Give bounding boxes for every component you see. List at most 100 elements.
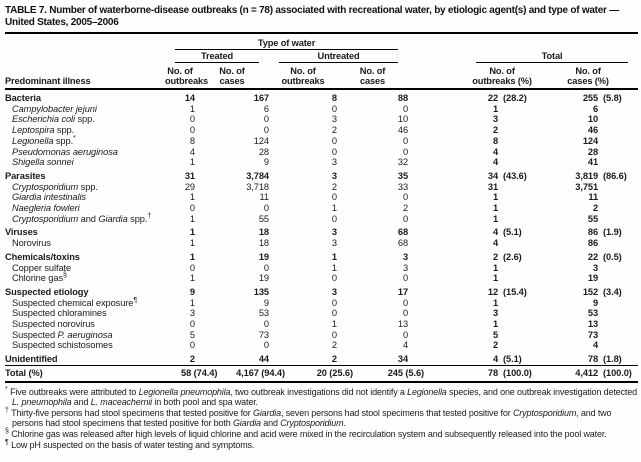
value-cell: 1 — [189, 297, 195, 308]
value-cell: 3 — [331, 170, 337, 181]
spacer-cell — [408, 147, 466, 158]
value-cell: 2 — [402, 203, 409, 214]
value-cell: 1 — [492, 262, 499, 273]
value-cell: 0 — [331, 103, 337, 114]
row-label: Pseudomonas aeruginosa — [12, 146, 118, 157]
document-page: TABLE 7. Number of waterborne-disease ou… — [5, 5, 639, 450]
value-cell: 73 — [258, 329, 269, 340]
table-row: Cryptosporidium and Giardia spp.† 1 55 0 0 1 5… — [5, 212, 638, 225]
value-cell: (100.0) — [598, 364, 639, 383]
footnote: * Five outbreaks were attributed to Legi… — [5, 385, 637, 408]
value-cell: 10 — [587, 114, 599, 125]
table-row: Suspected P. aeruginosa 5 73 0 0 5 73 — [5, 330, 638, 341]
group-header-type-of-water: Type of water — [165, 34, 408, 50]
table-row: Suspected norovirus 0 0 1 13 1 13 — [5, 319, 638, 330]
value-cell: 29 — [184, 181, 195, 192]
spacer-cell — [408, 340, 466, 351]
value-cell: 0 — [402, 329, 409, 340]
value-cell — [498, 273, 538, 284]
header-spacer — [408, 34, 638, 50]
value-cell: 86 — [587, 238, 599, 249]
value-cell: 2 — [331, 125, 337, 136]
value-cell: 1 — [189, 103, 195, 114]
table-row: Cryptosporidium spp. 29 3,718 2 33 31 3,751 — [5, 182, 638, 193]
spacer-cell — [408, 319, 466, 330]
footnote: ¶ Low pH suspected on the basis of water… — [5, 438, 255, 450]
value-cell: (100.0) — [498, 364, 539, 383]
spacer-cell — [408, 157, 466, 168]
row-label: Cryptosporidium and Giardia spp.† — [12, 212, 152, 224]
value-cell — [498, 203, 538, 214]
row-label: Suspected norovirus — [12, 319, 95, 330]
spacer-cell — [408, 238, 466, 249]
value-cell: 0 — [331, 146, 337, 157]
column-header-treated-cases: No. of cases — [195, 63, 269, 90]
value-cell: 8 — [331, 93, 337, 103]
spacer-cell — [408, 203, 466, 214]
value-cell: 41 — [587, 157, 599, 168]
footnote-marker: ¶ — [5, 438, 9, 446]
spacer-cell — [408, 182, 466, 193]
footnote: † Thirty-five persons had stool specimen… — [5, 406, 612, 429]
value-cell: 0 — [402, 103, 409, 114]
value-cell: 3 — [331, 286, 337, 297]
group-header-untreated: Untreated — [269, 50, 408, 63]
value-cell: 0 — [331, 192, 337, 203]
column-header-treated-outbreaks: No. of outbreaks — [165, 63, 208, 90]
row-label: Giardia intestinalis — [12, 192, 86, 203]
value-cell: 0 — [189, 340, 195, 351]
row-label: Viruses — [5, 227, 38, 238]
value-cell — [598, 298, 638, 309]
value-cell: 34 — [487, 170, 499, 181]
title-rule — [5, 32, 638, 34]
value-cell: (2.6) — [503, 251, 522, 262]
header-spacer — [408, 50, 466, 63]
spacer-cell — [408, 114, 466, 125]
table-row: Suspected schistosomes 0 0 2 4 2 4 — [5, 340, 638, 351]
value-cell — [598, 136, 638, 147]
value-cell — [598, 330, 638, 341]
column-header-total-cases-pct: No. of cases (%) — [538, 63, 639, 90]
spacer-cell — [408, 192, 466, 203]
value-cell — [498, 157, 538, 168]
value-cell: 3,784 — [246, 170, 269, 181]
value-cell: (28.2) — [503, 93, 527, 103]
footnote-marker: * — [5, 385, 8, 393]
value-cell: 0 — [331, 273, 337, 284]
value-cell: 4,412 — [538, 364, 598, 383]
value-cell — [498, 340, 538, 351]
value-cell: 3,718 — [246, 181, 269, 192]
header-row-groups: Treated Untreated Total — [5, 50, 638, 63]
value-cell: 2 — [492, 125, 499, 136]
value-cell: 0 — [189, 262, 195, 273]
value-cell: (1.8) — [603, 354, 622, 365]
value-cell: 28 — [587, 146, 599, 157]
value-cell: 1 — [331, 262, 337, 273]
value-cell — [598, 319, 638, 330]
value-cell: 135 — [253, 286, 269, 297]
value-cell — [598, 125, 638, 136]
value-cell: 33 — [397, 181, 409, 192]
value-cell: 9 — [189, 286, 195, 297]
row-label: Parasites — [5, 170, 46, 181]
value-cell — [498, 298, 538, 309]
value-cell: 3 — [331, 227, 337, 238]
value-cell: 1 — [492, 203, 499, 214]
value-cell: 1 — [492, 297, 499, 308]
table-row: Suspected chloramines 3 53 0 0 3 53 — [5, 308, 638, 319]
header-row-leaf: No. of outbreaks No. of cases No. of outbre… — [5, 63, 639, 90]
group-header-treated: Treated — [165, 50, 269, 63]
table-row: Pseudomonas aeruginosa 4 28 0 0 4 28 — [5, 147, 638, 158]
value-cell: 12 — [487, 286, 499, 297]
value-cell: 9 — [592, 297, 599, 308]
value-cell — [498, 147, 538, 158]
value-cell — [498, 319, 538, 330]
value-cell: 0 — [263, 340, 269, 351]
value-cell: 167 — [253, 93, 269, 103]
value-cell: 0 — [263, 203, 269, 214]
value-cell: 5 — [189, 329, 195, 340]
table-row: Chemicals/toxins 1 19 1 3 2 (2.6) 22 (0.5) — [5, 249, 638, 263]
value-cell: 0 — [263, 125, 269, 136]
value-cell — [498, 263, 538, 274]
value-cell: 1 — [492, 273, 499, 284]
